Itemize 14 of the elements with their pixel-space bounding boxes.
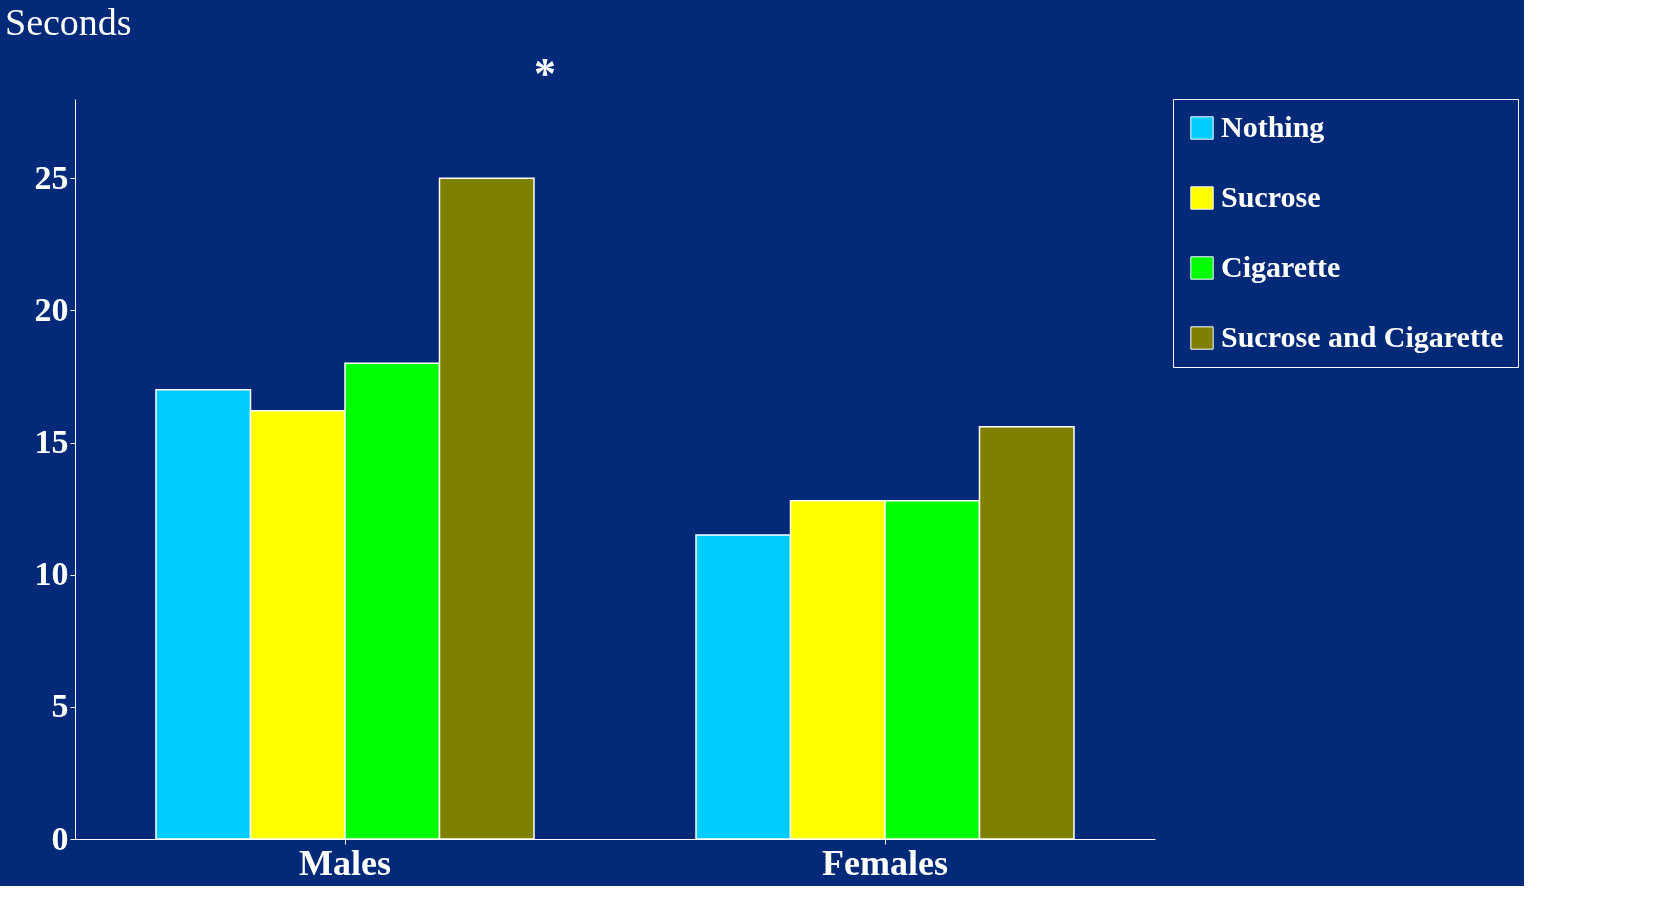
legend-label: Sucrose: [1221, 180, 1321, 213]
y-tick-label: 10: [34, 555, 69, 593]
y-axis-title: Seconds: [5, 1, 132, 43]
y-tick-label: 0: [51, 819, 69, 857]
text: *: [534, 49, 556, 98]
legend-label: Cigarette: [1221, 250, 1341, 283]
y-tick-label: 25: [34, 158, 69, 196]
y-tick-label: 20: [34, 290, 69, 328]
legend-label: Sucrose and Cigarette: [1221, 320, 1504, 353]
x-tick-label: Females: [822, 842, 948, 883]
x-tick-label: Males: [299, 842, 391, 883]
legend-label: Nothing: [1221, 110, 1325, 143]
y-tick-label: 5: [51, 687, 69, 725]
y-tick-label: 15: [34, 423, 69, 461]
